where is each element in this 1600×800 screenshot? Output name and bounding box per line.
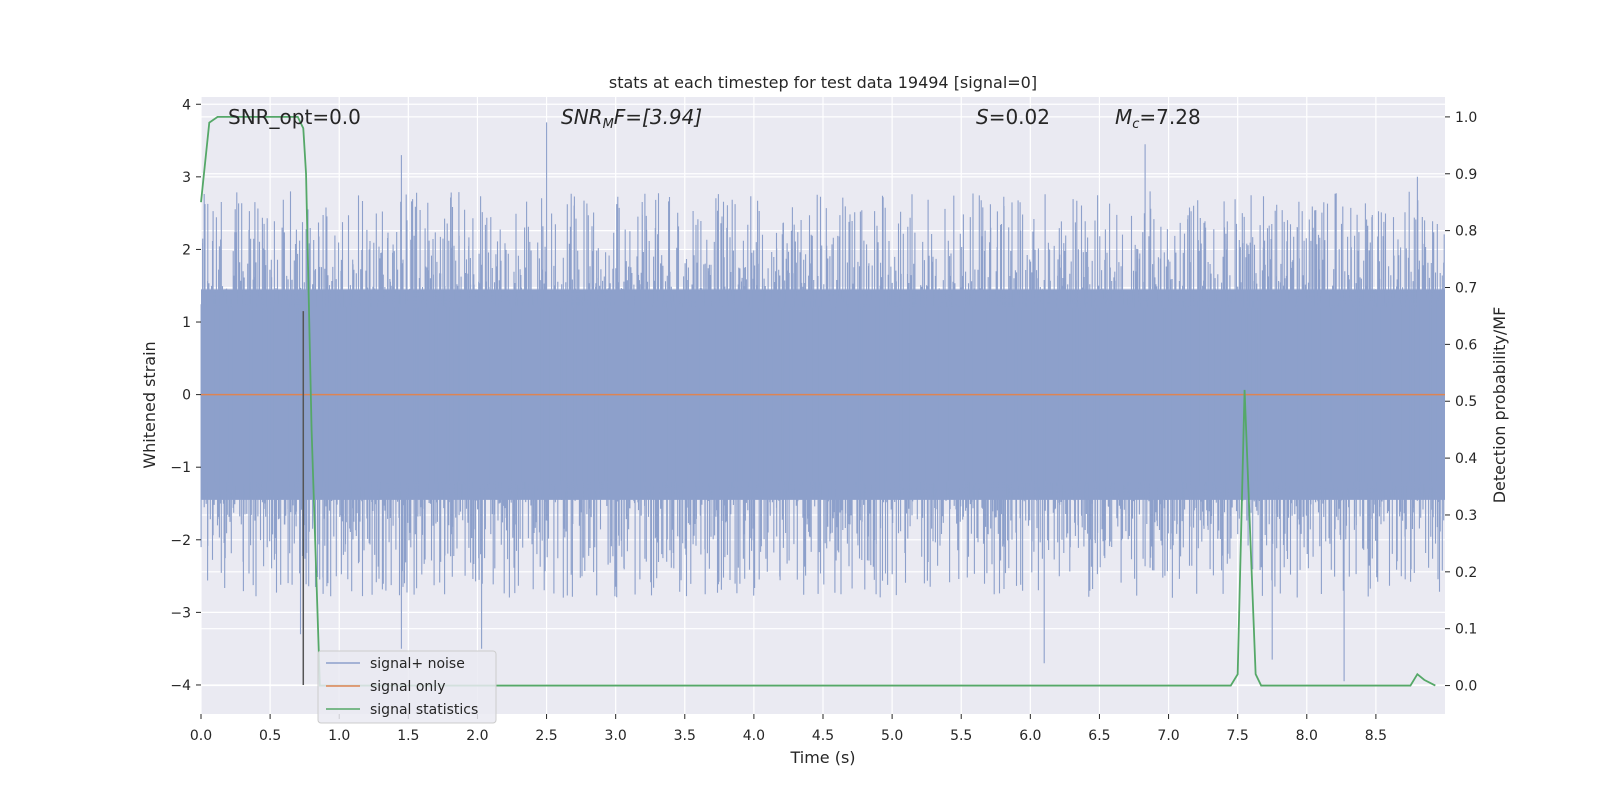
- y-tick-label: 3: [182, 170, 191, 186]
- y-tick-label: −4: [170, 678, 191, 694]
- series-lines: [200, 116, 1445, 687]
- mc-sub: c: [1132, 117, 1139, 132]
- y-tick-label: 4: [182, 97, 191, 113]
- x-tick-label: 8.5: [1365, 728, 1387, 744]
- x-axis-label: Time (s): [789, 748, 855, 767]
- legend-label-signal-only: signal only: [370, 679, 445, 695]
- x-tick-label: 4.0: [743, 728, 765, 744]
- y2-tick-label: 0.1: [1455, 622, 1477, 638]
- x-tick-label: 7.0: [1157, 728, 1179, 744]
- mc-main: M: [1115, 105, 1132, 129]
- series-signal-statistics-line: [200, 116, 1436, 687]
- y-tick-label: 2: [182, 242, 191, 258]
- legend: signal+ noise signal only signal statist…: [317, 650, 497, 724]
- y-tick-label: 1: [182, 315, 191, 331]
- x-tick-label: 4.5: [812, 728, 834, 744]
- s-rest: =0.02: [989, 105, 1050, 129]
- x-tick-label: 0.5: [259, 728, 281, 744]
- x-tick-label: 1.0: [328, 728, 350, 744]
- x-axis: 0.0 0.5 1.0 1.5 2.0 2.5 3.0 3.5 4.0 4.5 5.0 5.5 6.0 6…: [190, 714, 1387, 744]
- x-tick-label: 3.5: [674, 728, 696, 744]
- chart-title: stats at each timestep for test data 194…: [609, 73, 1037, 92]
- y-tick-label: −2: [170, 533, 191, 549]
- y2-tick-label: 0.0: [1455, 679, 1477, 695]
- y2-tick-label: 1.0: [1455, 110, 1477, 126]
- y2-tick-label: 0.6: [1455, 337, 1477, 353]
- y-tick-label: −3: [170, 605, 191, 621]
- x-tick-label: 7.5: [1227, 728, 1249, 744]
- x-tick-label: 3.0: [605, 728, 627, 744]
- y2-axis-label: Detection probability/MF: [1490, 307, 1509, 504]
- y2-tick-label: 0.9: [1455, 167, 1477, 183]
- snr-mf-rest: F=[3.94]: [614, 105, 702, 129]
- y2-tick-label: 0.4: [1455, 451, 1477, 467]
- legend-box: [317, 650, 497, 724]
- x-tick-label: 6.0: [1019, 728, 1041, 744]
- y-axis-left: 4 3 2 1 0 −1 −2 −3 −4: [170, 97, 201, 694]
- x-tick-label: 0.0: [190, 728, 212, 744]
- x-tick-label: 6.5: [1088, 728, 1110, 744]
- snr-mf-main: SNR: [561, 105, 603, 129]
- noise-trace: [200, 122, 1445, 682]
- x-tick-label: 8.0: [1296, 728, 1318, 744]
- annotation-s: S=0.02: [976, 105, 1050, 129]
- y-axis-right: 1.0 0.9 0.8 0.7 0.6 0.5 0.4 0.3 0.2 0.1 0.0: [1445, 110, 1477, 695]
- y-axis-label: Whitened strain: [140, 341, 159, 468]
- snr-mf-sub: M: [603, 117, 614, 132]
- mc-rest: =7.28: [1139, 105, 1200, 129]
- x-tick-label: 5.0: [881, 728, 903, 744]
- y2-tick-label: 0.2: [1455, 565, 1477, 581]
- y2-tick-label: 0.7: [1455, 281, 1477, 297]
- x-tick-label: 5.5: [950, 728, 972, 744]
- y2-tick-label: 0.3: [1455, 508, 1477, 524]
- annotation-snr-opt: SNR_opt=0.0: [228, 105, 361, 129]
- y2-tick-label: 0.5: [1455, 394, 1477, 410]
- legend-label-signal-noise: signal+ noise: [370, 656, 465, 672]
- annotation-mc: Mc=7.28: [1115, 105, 1201, 132]
- y2-tick-label: 0.8: [1455, 224, 1477, 240]
- x-tick-label: 1.5: [397, 728, 419, 744]
- legend-label-signal-statistics: signal statistics: [370, 702, 478, 718]
- x-tick-label: 2.0: [466, 728, 488, 744]
- y-tick-label: −1: [170, 460, 191, 476]
- y-tick-label: 0: [182, 388, 191, 404]
- annotation-snr-mf: SNRMF=[3.94]: [561, 105, 702, 132]
- x-tick-label: 2.5: [535, 728, 557, 744]
- s-main: S: [976, 105, 989, 129]
